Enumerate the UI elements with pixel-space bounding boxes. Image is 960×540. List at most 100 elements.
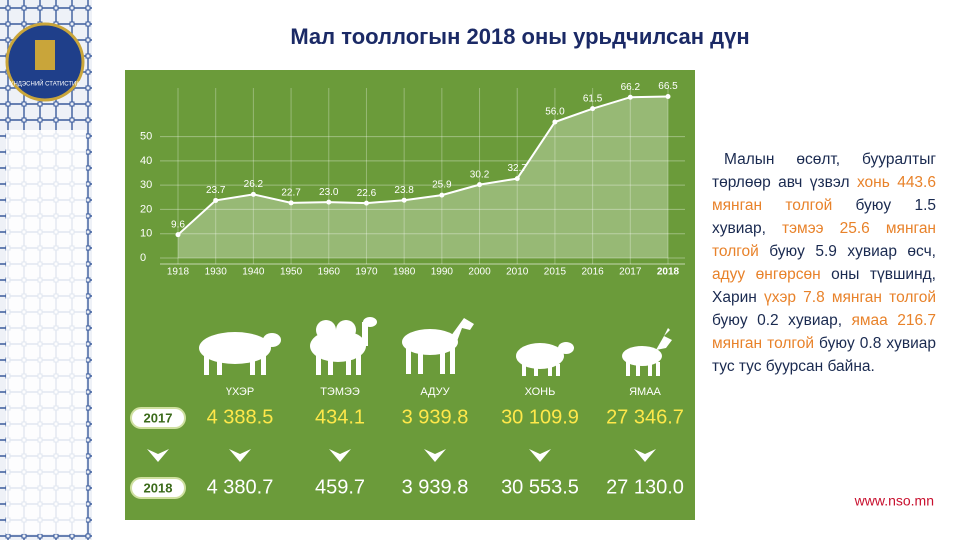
animal-name: ЯМАА bbox=[629, 386, 661, 398]
logo-text: ҮНДЭСНИЙ СТАТИСТИК bbox=[10, 80, 80, 88]
value-label: 56.0 bbox=[545, 107, 565, 118]
animal-name: ТЭМЭЭ bbox=[320, 386, 360, 398]
x-tick-label: 1970 bbox=[355, 267, 378, 278]
summary-text: Малын өсөлт, бууралтыг төрлөөр авч үзвэл… bbox=[712, 148, 936, 378]
x-tick-label: 1950 bbox=[280, 267, 303, 278]
text-segment: буюу 5.9 хувиар өсч, bbox=[758, 243, 936, 260]
value-2018: 27 130.0 bbox=[606, 476, 684, 498]
value-label: 22.7 bbox=[281, 188, 301, 199]
text-segment: буюу 0.2 хувиар, bbox=[712, 312, 852, 329]
year-pill bbox=[130, 407, 186, 429]
animal-name: АДУУ bbox=[420, 386, 450, 398]
line bbox=[177, 95, 669, 236]
value-label: 23.7 bbox=[206, 185, 226, 196]
x-tick-label: 1980 bbox=[393, 267, 416, 278]
value-label: 30.2 bbox=[470, 169, 490, 180]
value-2017: 27 346.7 bbox=[606, 406, 684, 428]
title: Мал тооллогын 2018 оны урьдчилсан дүн bbox=[290, 24, 749, 49]
y-tick-label: 40 bbox=[140, 155, 152, 167]
x-tick-label: 2015 bbox=[544, 267, 567, 278]
chart: 0 10 20 30 40 50 1918 1930 1940 1950 1960 1970 1980 1… bbox=[140, 81, 685, 278]
point bbox=[175, 232, 181, 238]
value-label: 66.5 bbox=[658, 81, 678, 92]
green-panel bbox=[125, 70, 695, 520]
value-2017: 3 939.8 bbox=[402, 406, 469, 428]
horse-icon bbox=[402, 318, 474, 374]
text-segment: буюу 0.8 хувиар тус тус буурсан байна. bbox=[712, 335, 936, 375]
footer-url: www.nso.mn bbox=[854, 493, 934, 509]
point bbox=[439, 192, 445, 198]
value-label: 26.2 bbox=[244, 179, 264, 190]
goat-icon bbox=[622, 328, 672, 376]
point bbox=[627, 94, 633, 100]
point bbox=[552, 119, 558, 125]
animal-icons bbox=[199, 317, 672, 376]
livestock: ҮХЭР 4 388.5 4 380.7 ТЭМЭЭ 434.1 459.7 АДУУ 3 9… bbox=[130, 386, 684, 499]
y-tick-label: 30 bbox=[140, 179, 152, 191]
arrow bbox=[147, 449, 169, 462]
text-segment: ямаа 216.7 мянган толгой bbox=[712, 312, 936, 352]
point bbox=[665, 94, 671, 99]
arrow bbox=[329, 449, 351, 462]
value-2018: 3 939.8 bbox=[402, 476, 469, 498]
text-segment: үхэр 7.8 мянган толгой bbox=[763, 289, 936, 306]
y-tick-label: 20 bbox=[140, 203, 152, 215]
value-2017: 30 109.9 bbox=[501, 406, 579, 428]
point bbox=[363, 200, 369, 206]
value-label: 23.0 bbox=[319, 187, 339, 198]
text-segment: буюу 1.5 хувиар, bbox=[712, 197, 937, 237]
text-segment: адуу өнгөрсөн bbox=[712, 266, 821, 283]
point bbox=[213, 197, 219, 203]
year-pill bbox=[130, 477, 186, 499]
point bbox=[250, 191, 256, 197]
arrow bbox=[529, 449, 551, 462]
x-tick-label: 2016 bbox=[581, 267, 604, 278]
animal-name: ҮХЭР bbox=[226, 386, 254, 398]
year-label: 2018 bbox=[144, 480, 173, 495]
text-segment: тэмээ 25.6 мянган толгой bbox=[712, 220, 936, 260]
point bbox=[288, 200, 294, 206]
point bbox=[514, 176, 520, 182]
value-2018: 4 380.7 bbox=[207, 476, 274, 498]
y-tick-label: 10 bbox=[140, 228, 152, 240]
side-panel bbox=[6, 130, 86, 534]
point bbox=[326, 199, 332, 205]
x-tick-label: 2010 bbox=[506, 267, 529, 278]
value-2017: 434.1 bbox=[315, 406, 365, 428]
text-segment: Малын өсөлт, бууралтыг төрлөөр авч үзвэл bbox=[712, 151, 936, 191]
point bbox=[477, 182, 483, 188]
value-label: 9.6 bbox=[171, 219, 185, 230]
cow-icon bbox=[199, 332, 281, 375]
x-tick-label: 1940 bbox=[242, 267, 265, 278]
value-label: 22.6 bbox=[357, 188, 377, 199]
value-label: 23.8 bbox=[394, 185, 414, 196]
camel-icon bbox=[310, 317, 377, 375]
x-tick-label: 2000 bbox=[468, 267, 491, 278]
sheep-icon bbox=[516, 342, 574, 376]
value-label: 61.5 bbox=[583, 93, 603, 104]
value-2018: 30 553.5 bbox=[501, 476, 579, 498]
value-label: 32.7 bbox=[507, 163, 527, 174]
point bbox=[590, 106, 596, 112]
value-label: 25.9 bbox=[432, 180, 452, 191]
y-tick-label: 0 bbox=[140, 252, 146, 264]
arrow bbox=[424, 449, 446, 462]
x-tick-label: 2018 bbox=[657, 267, 680, 278]
logo-emblem bbox=[35, 40, 55, 70]
x-tick-label: 1930 bbox=[205, 267, 228, 278]
animal-name: ХОНЬ bbox=[525, 386, 556, 398]
x-tick-label: 2017 bbox=[619, 267, 642, 278]
value-label: 66.2 bbox=[621, 82, 641, 93]
year-label: 2017 bbox=[144, 410, 173, 425]
y-tick-label: 50 bbox=[140, 130, 152, 142]
arrow bbox=[229, 449, 251, 462]
x-tick-label: 1960 bbox=[318, 267, 341, 278]
x-tick-label: 1918 bbox=[167, 267, 190, 278]
value-2017: 4 388.5 bbox=[207, 406, 274, 428]
text-segment: оны түвшинд, Харин bbox=[712, 266, 936, 306]
point bbox=[401, 197, 407, 203]
text-segment: хонь 443.6 мянган толгой bbox=[712, 174, 936, 214]
value-2018: 459.7 bbox=[315, 476, 365, 498]
